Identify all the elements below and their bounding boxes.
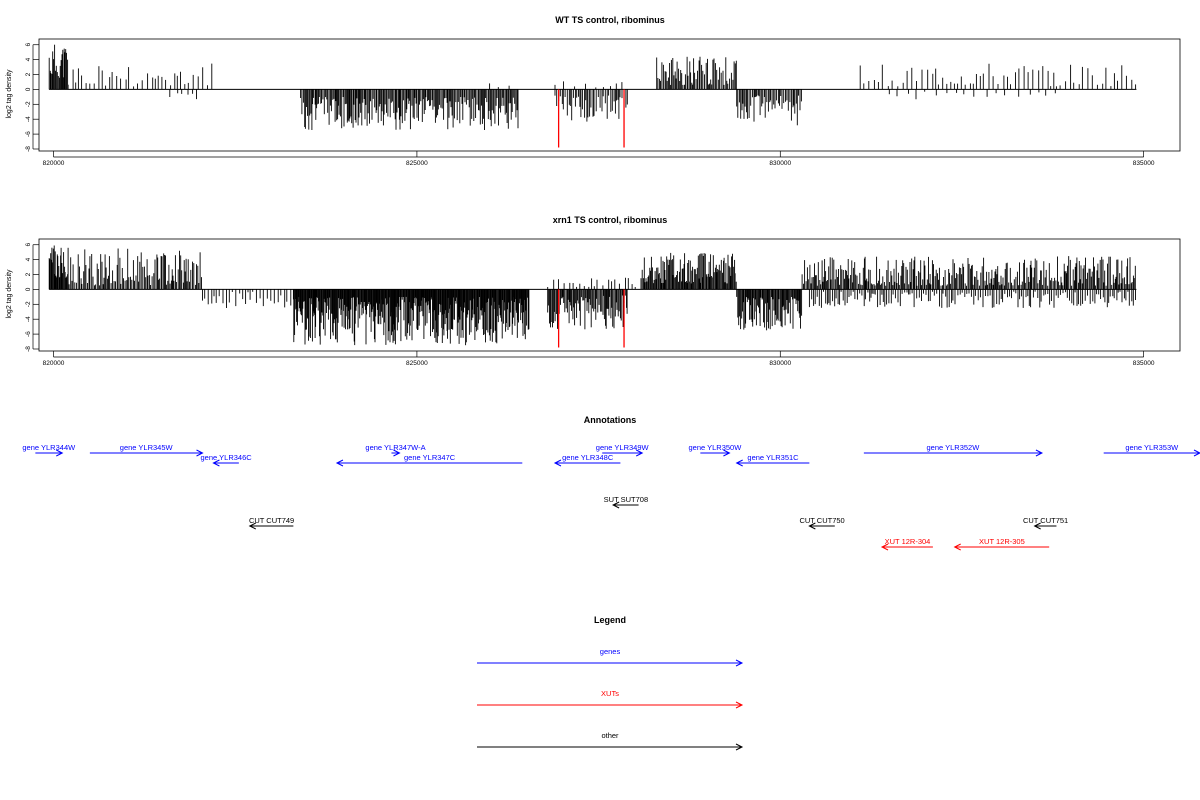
xrn1-track-panel: xrn1 TS control, ribominus log2 tag dens… [6,215,1181,367]
feature-arrow [808,522,835,530]
feature-arrow [35,449,64,457]
feature-label: gene YLR351C [747,453,799,462]
feature-label: gene YLR350W [688,443,742,452]
xrn1-track-ylabel: log2 tag density [6,269,13,319]
y-tick-label: 6 [25,43,32,47]
feature-label: XUT 12R-304 [885,537,931,546]
x-tick-label: 830000 [769,160,791,167]
wt-track-title: WT TS control, ribominus [555,15,665,25]
xrn1-track-title: xrn1 TS control, ribominus [553,215,668,225]
y-tick-label: -4 [25,316,32,322]
wt-bars [48,44,1137,130]
legend-label: other [601,731,619,740]
feature-arrow [1103,449,1200,457]
y-tick-label: 4 [25,257,32,261]
legend-panel: Legend genes XUTs other [477,615,744,751]
y-tick-label: -8 [25,346,32,352]
feature-arrow [602,449,644,457]
feature-label: CUT CUT751 [1023,516,1068,525]
y-tick-label: -2 [25,101,32,107]
annotations-panel: Annotations gene YLR344W gene YLR345Wgene… [22,415,1200,551]
feature-label: gene YLR344W [22,443,76,452]
feature-arrow [863,449,1044,457]
y-tick-label: 0 [25,87,32,91]
xrn1-markers [557,289,625,348]
feature-arrow [953,543,1050,551]
y-tick-label: 6 [25,243,32,247]
legend-arrow [477,701,744,709]
x-tick-label: 820000 [43,160,65,167]
feature-label: gene YLR349W [596,443,650,452]
y-tick-label: -8 [25,146,32,152]
x-tick-label: 835000 [1133,160,1155,167]
feature-arrow [89,449,204,457]
y-tick-label: -6 [25,331,32,337]
x-tick-label: 830000 [769,360,791,367]
xrn1-plot-frame [38,238,1181,352]
feature-arrow [880,543,933,551]
feature-label: CUT CUT749 [249,516,294,525]
feature-label: XUT 12R-305 [979,537,1025,546]
feature-label: SUT SUT708 [604,495,648,504]
feature-arrow [391,449,401,457]
feature-arrow [612,501,639,509]
feature-label: gene YLR345W [120,443,174,452]
feature-label: gene YLR352W [926,443,980,452]
xrn1-bars [48,245,1136,346]
y-tick-label: -4 [25,116,32,122]
feature-arrow [553,459,621,467]
feature-arrow [1033,522,1057,530]
legend-label: XUTs [601,689,619,698]
feature-arrow [735,459,810,467]
feature-arrow [335,459,523,467]
wt-track-ylabel: log2 tag density [6,69,13,119]
x-tick-label: 825000 [406,360,428,367]
x-tick-label: 835000 [1133,360,1155,367]
y-tick-label: -6 [25,131,32,137]
legend-title: Legend [594,615,626,625]
feature-arrow [248,522,294,530]
feature-label: gene YLR353W [1125,443,1179,452]
annotation-features: gene YLR344W gene YLR345W gene YLR346C gene… [22,443,1200,551]
xrn1-x-axis: 820000 825000 830000 835000 [43,351,1155,367]
x-tick-label: 825000 [406,160,428,167]
wt-y-axis: 6 4 2 0 -2 -4 -6 -8 [25,43,39,152]
legend-arrow [477,659,744,667]
feature-label: gene YLR346C [201,453,253,462]
y-tick-label: 4 [25,57,32,61]
feature-label: gene YLR347W-A [365,443,425,452]
y-tick-label: 2 [25,272,32,276]
feature-label: gene YLR347C [404,453,456,462]
wt-track-panel: WT TS control, ribominus log2 tag densit… [6,15,1181,167]
annotations-title: Annotations [584,415,637,425]
xrn1-y-axis: 6 4 2 0 -2 -4 -6 -8 [25,243,39,352]
feature-arrow [212,459,239,467]
legend-items: genes XUTs other [477,647,744,751]
feature-label: gene YLR348C [562,453,614,462]
feature-label: CUT CUT750 [799,516,844,525]
y-tick-label: 0 [25,287,32,291]
y-tick-label: 2 [25,72,32,76]
wt-plot-frame [38,38,1181,152]
legend-label: genes [600,647,621,656]
legend-arrow [477,743,744,751]
y-tick-label: -2 [25,301,32,307]
wt-x-axis: 820000 825000 830000 835000 [43,151,1155,167]
feature-arrow [700,449,731,457]
x-tick-label: 820000 [43,360,65,367]
wt-markers [557,89,625,148]
